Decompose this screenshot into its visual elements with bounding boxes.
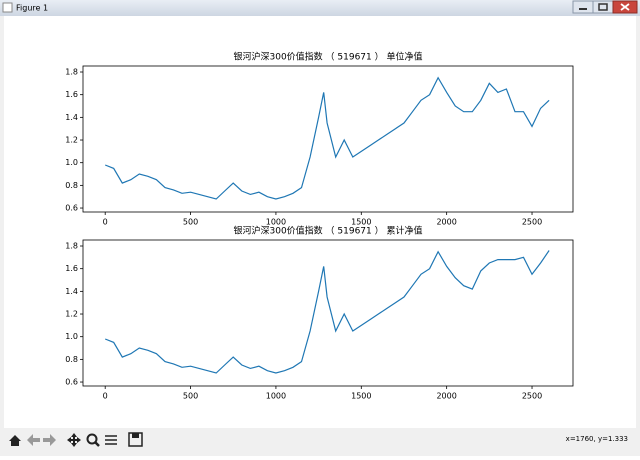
y-tick-label: 1.6 xyxy=(65,264,78,273)
y-tick-label: 1.0 xyxy=(65,332,78,341)
y-tick-label: 1.0 xyxy=(65,158,78,167)
toolbar xyxy=(0,428,640,456)
axes-frame xyxy=(82,239,574,387)
maximize-icon xyxy=(598,3,608,11)
x-tick-label: 1500 xyxy=(351,218,371,227)
y-tick-label: 0.8 xyxy=(65,181,78,190)
y-tick-label: 0.6 xyxy=(65,378,78,387)
configure-button[interactable] xyxy=(105,435,117,445)
window-buttons[interactable] xyxy=(572,0,638,14)
y-tick-label: 1.8 xyxy=(65,242,78,251)
axes-frame xyxy=(82,65,574,213)
x-tick-label: 2500 xyxy=(522,218,542,227)
data-line xyxy=(104,76,550,200)
figure-canvas xyxy=(4,16,636,428)
zoom-button[interactable] xyxy=(86,433,98,445)
y-tick-label: 1.2 xyxy=(65,136,78,145)
chart-title: 银河沪深300价值指数 （ 519671 ） 累计净值 xyxy=(234,225,423,237)
save-icon xyxy=(132,433,139,438)
y-tick-label: 1.4 xyxy=(65,113,78,122)
x-tick-label: 2000 xyxy=(436,392,456,401)
x-tick-label: 2000 xyxy=(436,218,456,227)
y-tick-label: 1.2 xyxy=(65,310,78,319)
y-tick-label: 1.4 xyxy=(65,287,78,296)
home-button[interactable] xyxy=(9,435,21,446)
app-icon xyxy=(2,2,13,13)
chart-title: 银河沪深300价值指数 （ 519671 ） 单位净值 xyxy=(234,51,423,63)
y-tick-label: 1.8 xyxy=(65,68,78,77)
x-tick-label: 0 xyxy=(103,392,108,401)
y-tick-label: 1.6 xyxy=(65,90,78,99)
title-bar xyxy=(0,0,640,16)
data-line xyxy=(104,250,550,374)
x-tick-label: 2500 xyxy=(522,392,542,401)
maximize[interactable] xyxy=(592,0,614,14)
x-tick-label: 500 xyxy=(183,218,198,227)
zoom-handle xyxy=(94,441,100,447)
toolbar-buttons[interactable] xyxy=(9,432,143,447)
x-tick-label: 1500 xyxy=(351,392,371,401)
close-icon xyxy=(620,3,630,11)
x-tick-label: 1000 xyxy=(266,392,286,401)
y-tick-label: 0.6 xyxy=(65,204,78,213)
pan-button[interactable] xyxy=(67,433,81,447)
back-button[interactable] xyxy=(27,434,40,446)
x-tick-label: 1000 xyxy=(266,218,286,227)
y-tick-label: 0.8 xyxy=(65,355,78,364)
status-text: x=1760, y=1.333 xyxy=(566,435,628,443)
minimize[interactable] xyxy=(572,0,594,14)
window-title: Figure 1 xyxy=(16,4,48,13)
x-tick-label: 500 xyxy=(183,392,198,401)
x-tick-label: 0 xyxy=(103,218,108,227)
forward-button[interactable] xyxy=(43,434,56,446)
